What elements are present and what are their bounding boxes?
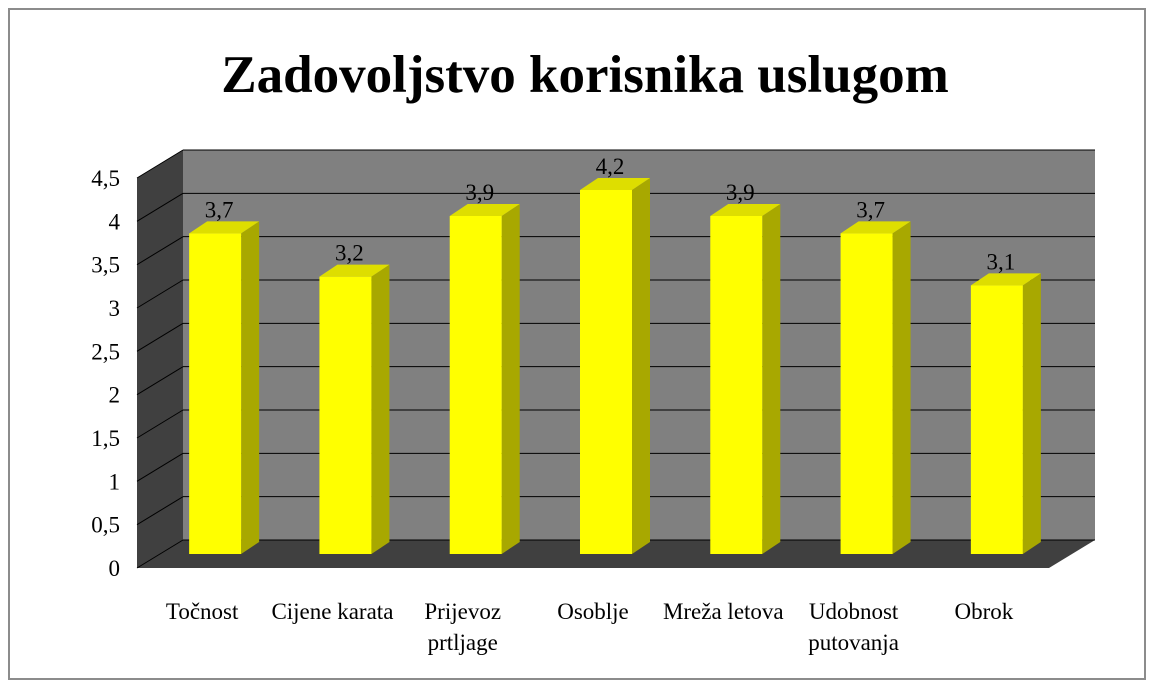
grid-line: [136, 452, 184, 482]
y-tick-label: 1,5: [91, 426, 120, 451]
bar-side: [762, 204, 781, 554]
bar-side: [241, 221, 260, 555]
chart-frame: [8, 8, 1146, 680]
x-tick-label: Cijene karata: [271, 599, 394, 624]
value-label: 3,1: [986, 249, 1015, 274]
x-tick-label: Udobnost putovanja: [808, 599, 899, 655]
y-tick-label: 2,5: [91, 339, 120, 364]
y-tick-label: 0,5: [91, 513, 120, 538]
grid-line: [136, 322, 184, 352]
bar: [189, 233, 242, 555]
bar-top: [580, 178, 650, 190]
x-tick-label: Obrok: [954, 599, 1014, 624]
side-wall: [137, 150, 183, 568]
bar: [319, 276, 372, 554]
x-tick-label: Točnost: [165, 599, 239, 624]
y-tick-label: 1: [109, 469, 121, 494]
chart-title: Zadovoljstvo korisnika uslugom: [221, 46, 948, 104]
value-label: 3,9: [465, 180, 494, 205]
bar-top: [319, 264, 390, 277]
grid-line: [136, 409, 184, 439]
bar-top: [840, 221, 911, 234]
bar-side: [892, 221, 911, 555]
grid-line: [136, 279, 184, 309]
y-tick-label: 3,5: [91, 253, 120, 278]
bar-side: [501, 204, 520, 554]
bar: [970, 285, 1023, 554]
value-label: 3,7: [856, 197, 885, 222]
bar-side: [1022, 273, 1041, 554]
grid-line: [136, 236, 184, 266]
y-tick-label: 2: [109, 383, 121, 408]
y-tick-label: 4,5: [91, 166, 120, 191]
x-tick-label: Prijevoz prtljage: [424, 599, 502, 655]
bar-top: [710, 204, 781, 216]
x-tick-label: Osoblje: [557, 599, 629, 624]
bar: [710, 216, 763, 554]
value-label: 3,2: [335, 241, 364, 266]
y-tick-label: 0: [109, 556, 121, 581]
value-label: 3,9: [726, 180, 755, 205]
y-tick-label: 4: [109, 209, 121, 234]
bar-top: [189, 221, 260, 234]
x-tick-label: Mreža letova: [662, 599, 784, 624]
bar-side: [371, 264, 390, 554]
bar: [449, 216, 502, 554]
value-label: 3,7: [205, 197, 234, 222]
grid-line: [136, 366, 184, 396]
bar-side: [632, 178, 650, 554]
y-tick-label: 3: [109, 296, 121, 321]
value-label: 4,2: [596, 154, 625, 179]
grid-line: [136, 496, 184, 526]
bar: [840, 233, 893, 555]
grid-line: [136, 539, 184, 569]
bar: [580, 190, 632, 554]
bar-top: [970, 273, 1041, 286]
grid-line: [136, 192, 184, 222]
bar-top: [449, 204, 520, 216]
grid-line: [136, 149, 184, 179]
